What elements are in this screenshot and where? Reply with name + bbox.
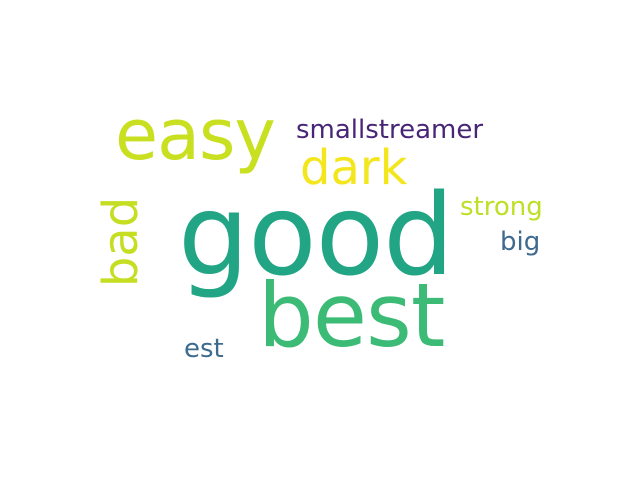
word-good: good xyxy=(178,171,454,301)
word-best: best xyxy=(258,264,445,367)
word-est: est xyxy=(184,334,224,364)
word-strong: strong xyxy=(460,192,543,222)
word-big: big xyxy=(500,227,541,257)
word-smallstreamer: smallstreamer xyxy=(296,115,484,145)
word-bad: bad xyxy=(93,196,149,288)
word-easy: easy xyxy=(115,94,276,176)
word-dark: dark xyxy=(300,140,408,196)
